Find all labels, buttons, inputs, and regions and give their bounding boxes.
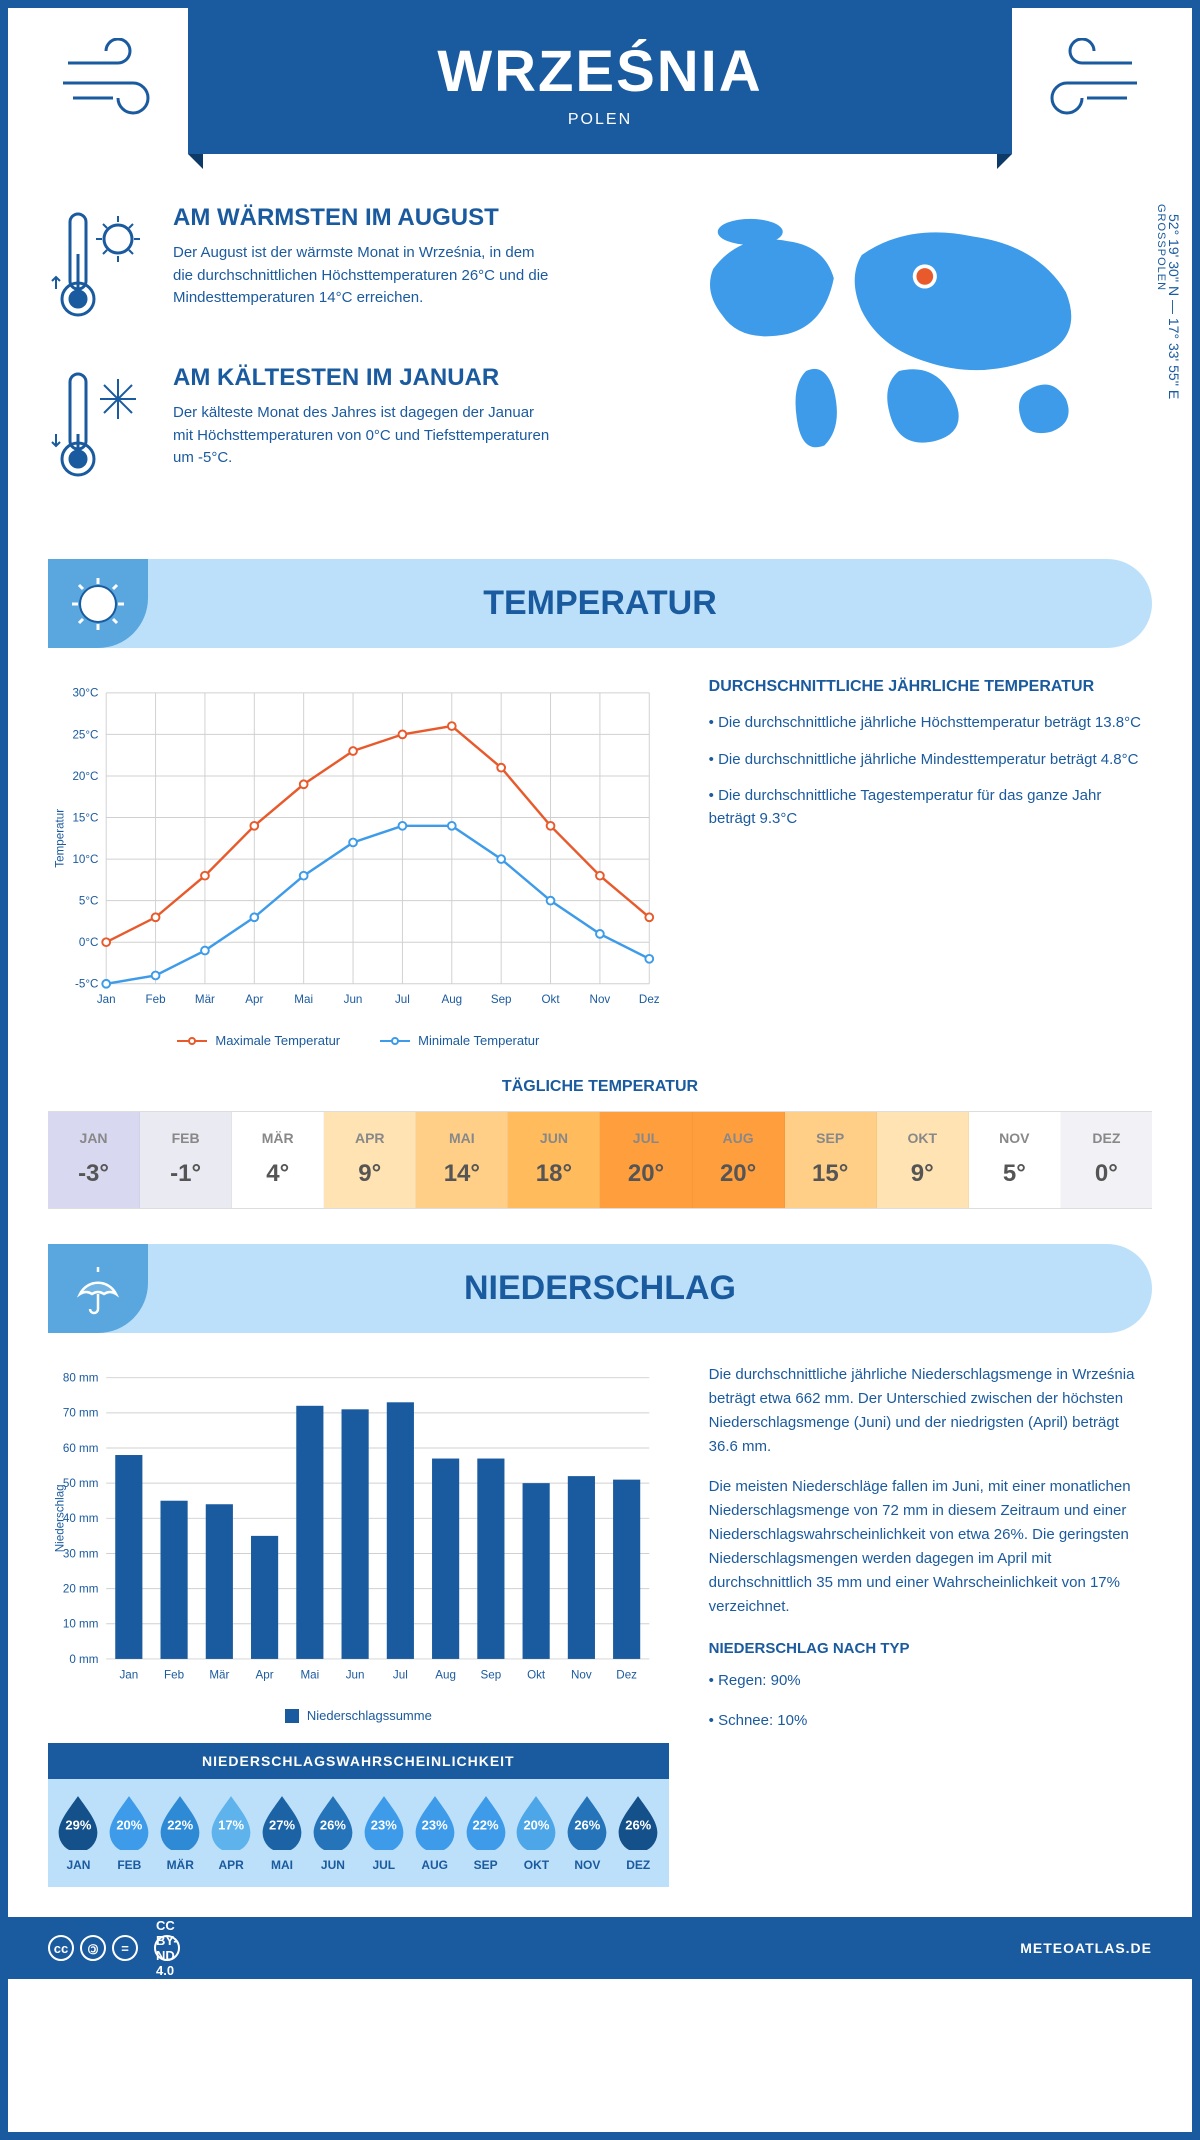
temp-bullet: • Die durchschnittliche jährliche Mindes… [709,749,1152,772]
footer: cc🄯= CC BY-ND 4.0 METEOATLAS.DE [8,1917,1192,1979]
precip-para: Die durchschnittliche jährliche Niedersc… [709,1363,1152,1459]
svg-text:30°C: 30°C [72,687,98,700]
svg-text:20 mm: 20 mm [63,1582,99,1595]
svg-text:50 mm: 50 mm [63,1477,99,1490]
precip-legend: Niederschlagssumme [48,1708,669,1723]
umbrella-icon [68,1259,128,1319]
svg-text:Dez: Dez [616,1668,637,1681]
svg-text:Temperatur: Temperatur [54,809,67,868]
svg-text:Mai: Mai [300,1668,319,1681]
probability-header: NIEDERSCHLAGSWAHRSCHEINLICHKEIT [48,1743,669,1779]
temp-heading: TEMPERATUR [483,584,717,622]
temperature-section-header: TEMPERATUR [48,559,1152,648]
svg-text:Nov: Nov [590,993,611,1006]
precip-type-title: NIEDERSCHLAG NACH TYP [709,1637,1152,1661]
precip-type: • Regen: 90% [709,1669,1152,1693]
temp-info-title: DURCHSCHNITTLICHE JÄHRLICHE TEMPERATUR [709,678,1152,696]
svg-text:Jan: Jan [97,993,116,1006]
cold-title: AM KÄLTESTEN IM JANUAR [173,364,553,392]
country-subtitle: POLEN [188,111,1012,129]
svg-text:0 mm: 0 mm [69,1653,98,1666]
svg-text:Nov: Nov [571,1668,592,1681]
by-icon: 🄯 [80,1935,106,1961]
svg-text:Feb: Feb [164,1668,184,1681]
cold-text: Der kälteste Monat des Jahres ist dagege… [173,402,553,470]
probability-row: 29%JAN20%FEB22%MÄR17%APR27%MAI26%JUN23%J… [48,1779,669,1887]
svg-text:10°C: 10°C [72,853,98,866]
precip-para: Die meisten Niederschläge fallen im Juni… [709,1475,1152,1619]
svg-text:20°C: 20°C [72,770,98,783]
svg-text:-5°C: -5°C [75,978,98,991]
svg-text:Jul: Jul [393,1668,408,1681]
svg-text:Dez: Dez [639,993,660,1006]
thermometer-hot-icon [48,204,148,324]
nd-icon: = [112,1935,138,1961]
precipitation-bar-chart: 0 mm 10 mm 20 mm 30 mm 40 mm 50 mm 60 mm 70 mm 8… [48,1363,669,1693]
svg-text:Jan: Jan [119,1668,138,1681]
site-name: METEOATLAS.DE [1020,1940,1152,1956]
svg-text:25°C: 25°C [72,728,98,741]
svg-text:Aug: Aug [435,1668,456,1681]
svg-text:Mär: Mär [195,993,215,1006]
world-map-icon [664,204,1152,464]
svg-text:Okt: Okt [527,1668,546,1681]
svg-text:30 mm: 30 mm [63,1547,99,1560]
precip-type: • Schnee: 10% [709,1709,1152,1733]
daily-temp-title: TÄGLICHE TEMPERATUR [48,1078,1152,1096]
svg-text:Apr: Apr [245,993,263,1006]
warm-text: Der August ist der wärmste Monat in Wrze… [173,242,553,310]
wind-icon [58,38,168,118]
license-icons: cc🄯= CC BY-ND 4.0 [48,1935,180,1961]
temp-legend: Maximale Temperatur Minimale Temperatur [48,1033,669,1048]
svg-text:Aug: Aug [441,993,462,1006]
svg-text:10 mm: 10 mm [63,1618,99,1631]
svg-text:Apr: Apr [256,1668,274,1681]
title-banner: WRZEŚNIA POLEN [188,8,1012,154]
svg-text:15°C: 15°C [72,811,98,824]
svg-text:Mär: Mär [209,1668,229,1681]
svg-text:70 mm: 70 mm [63,1407,99,1420]
svg-text:Sep: Sep [491,993,512,1006]
svg-text:Feb: Feb [146,993,166,1006]
svg-text:80 mm: 80 mm [63,1372,99,1385]
svg-text:5°C: 5°C [79,895,99,908]
daily-temp-table: JAN-3°FEB-1°MÄR4°APR9°MAI14°JUN18°JUL20°… [48,1111,1152,1209]
svg-text:Jul: Jul [395,993,410,1006]
temperature-line-chart: -5°C 0°C 5°C 10°C 15°C 20°C 25°C 30°C Jan Feb Mär A… [48,678,669,1018]
svg-text:Jun: Jun [346,1668,365,1681]
svg-text:Sep: Sep [481,1668,502,1681]
svg-text:40 mm: 40 mm [63,1512,99,1525]
license-text: CC BY-ND 4.0 [154,1935,180,1961]
warmest-fact: AM WÄRMSTEN IM AUGUST Der August ist der… [48,204,634,329]
temp-bullet: • Die durchschnittliche Tagestemperatur … [709,785,1152,830]
city-title: WRZEŚNIA [188,38,1012,105]
coords-label: 52° 19' 30'' N — 17° 33' 55'' E [1166,214,1182,399]
wind-icon [1032,38,1142,118]
svg-text:60 mm: 60 mm [63,1442,99,1455]
cc-icon: cc [48,1935,74,1961]
svg-text:Jun: Jun [344,993,363,1006]
temp-bullet: • Die durchschnittliche jährliche Höchst… [709,712,1152,735]
warm-title: AM WÄRMSTEN IM AUGUST [173,204,553,232]
thermometer-cold-icon [48,364,148,484]
svg-text:0°C: 0°C [79,936,99,949]
sun-icon [68,574,128,634]
svg-text:Niederschlag: Niederschlag [54,1484,67,1552]
precip-section-header: NIEDERSCHLAG [48,1244,1152,1333]
svg-text:Mai: Mai [294,993,313,1006]
precip-heading: NIEDERSCHLAG [464,1269,736,1307]
svg-text:Okt: Okt [541,993,560,1006]
coldest-fact: AM KÄLTESTEN IM JANUAR Der kälteste Mona… [48,364,634,489]
